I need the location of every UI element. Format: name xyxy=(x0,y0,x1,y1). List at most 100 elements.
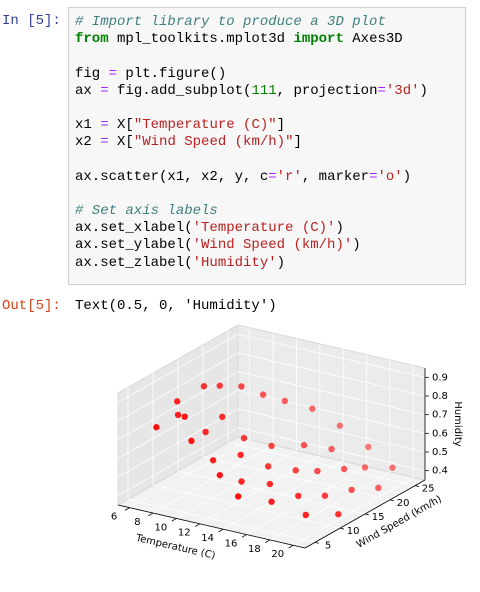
code-line: fig = plt.figure() xyxy=(75,66,465,83)
data-point xyxy=(314,467,321,475)
code-token: x2 xyxy=(75,134,101,151)
x-tick xyxy=(218,528,224,533)
data-point xyxy=(309,405,316,412)
y-tick-label: 10 xyxy=(347,526,360,537)
x-tick xyxy=(288,544,294,549)
code-token: = xyxy=(369,168,378,185)
code-token: ] xyxy=(293,134,302,151)
grid-line xyxy=(202,456,391,501)
data-point xyxy=(302,511,309,519)
data-point xyxy=(292,467,299,474)
code-token: 111 xyxy=(251,82,277,99)
code-token: , marker xyxy=(301,168,370,185)
data-point xyxy=(216,382,223,389)
code-line: from mpl_toolkits.mplot3d import Axes3D xyxy=(75,31,465,48)
x-tick-label: 12 xyxy=(178,528,191,539)
x-tick-label: 20 xyxy=(271,549,284,560)
grid-line xyxy=(227,442,416,487)
code-token: = xyxy=(100,82,109,99)
code-line: # Import library to produce a 3D plot xyxy=(75,14,465,31)
code-token: ) xyxy=(276,254,286,271)
z-tick-label: 0.7 xyxy=(432,410,448,421)
x-tick xyxy=(171,518,177,522)
data-point xyxy=(174,398,181,405)
output-text: Text(0.5, 0, 'Humidity') xyxy=(75,298,277,314)
code-token: from xyxy=(75,31,109,48)
code-token: fig xyxy=(75,65,109,82)
data-point xyxy=(335,511,342,518)
data-point xyxy=(216,471,224,479)
code-token: fig.add_subplot( xyxy=(108,82,252,99)
code-token: = xyxy=(100,117,109,134)
data-point xyxy=(238,383,245,390)
code-token: ) xyxy=(352,237,361,254)
data-point xyxy=(295,492,302,500)
data-point xyxy=(340,465,348,473)
code-token: ) xyxy=(335,220,344,237)
y-tick-label: 20 xyxy=(397,498,410,509)
y-tick xyxy=(339,527,345,530)
grid-line xyxy=(237,352,426,397)
data-point xyxy=(174,411,182,419)
data-point xyxy=(361,464,369,471)
z-tick-label: 0.5 xyxy=(432,447,448,458)
x-tick-label: 8 xyxy=(134,517,140,528)
data-point xyxy=(202,428,209,436)
grid-line xyxy=(237,333,426,378)
code-token: = xyxy=(100,134,109,151)
code-token: ] xyxy=(276,117,286,134)
x-tick-label: 18 xyxy=(248,544,261,555)
x-tick xyxy=(148,512,154,517)
code-token: import xyxy=(293,31,344,48)
code-line: x2 = X["Wind Speed (km/h)"] xyxy=(75,134,465,151)
code-token: , projection xyxy=(276,82,378,99)
y-tick xyxy=(389,499,395,502)
x-axis-line xyxy=(117,504,306,549)
grid-line xyxy=(117,352,239,422)
code-token: x1 xyxy=(75,117,101,134)
code-token: 'o' xyxy=(377,168,403,185)
code-token: ax.set_zlabel( xyxy=(75,254,193,271)
input-prompt: In [5]: xyxy=(2,13,61,29)
code-cell[interactable]: # Import library to produce a 3D plot fro… xyxy=(68,7,466,285)
z-tick-label: 0.4 xyxy=(432,466,448,477)
y-tick-label: 25 xyxy=(422,484,435,495)
z-tick-label: 0.6 xyxy=(432,428,448,439)
data-point xyxy=(181,413,188,420)
code-token: ) xyxy=(419,82,428,99)
code-token: 'Humidity' xyxy=(192,254,277,271)
code-line: ax.set_xlabel('Temperature (C)') xyxy=(75,220,465,237)
code-line: # Set axis labels xyxy=(75,203,465,220)
grid-line xyxy=(127,498,316,543)
code-token: 'Wind Speed (km/h)' xyxy=(192,237,353,254)
grid-line xyxy=(237,389,426,434)
code-line: x1 = X["Temperature (C)"] xyxy=(75,117,465,134)
data-point xyxy=(209,457,217,464)
x-tick xyxy=(265,539,271,543)
z-tick-label: 0.9 xyxy=(432,372,448,383)
data-point xyxy=(264,463,272,470)
y-tick xyxy=(414,485,420,487)
data-point xyxy=(238,478,245,485)
x-tick xyxy=(124,507,130,511)
grid-line xyxy=(152,484,341,529)
data-point xyxy=(389,464,396,471)
z-tick-label: 0.8 xyxy=(432,391,448,402)
code-token: 'r' xyxy=(276,168,302,185)
data-point xyxy=(336,422,344,429)
data-point xyxy=(266,480,274,488)
data-point xyxy=(348,486,355,494)
code-line: ax.set_ylabel('Wind Speed (km/h)') xyxy=(75,237,465,254)
code-line: ax = fig.add_subplot(111, projection='3d… xyxy=(75,83,465,100)
code-token: = xyxy=(268,168,277,185)
code-token: "Wind Speed (km/h)" xyxy=(133,134,294,151)
code-token: # Set axis labels xyxy=(75,203,218,220)
data-point xyxy=(365,443,372,451)
data-point xyxy=(259,391,267,398)
code-token: "Temperature (C)" xyxy=(133,117,277,134)
data-point xyxy=(237,451,244,459)
data-point xyxy=(300,441,308,449)
x-tick xyxy=(241,534,247,538)
